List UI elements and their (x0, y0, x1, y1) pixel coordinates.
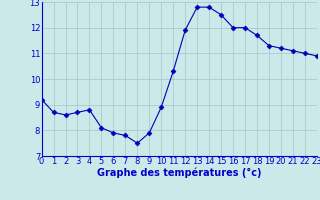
X-axis label: Graphe des températures (°c): Graphe des températures (°c) (97, 168, 261, 178)
